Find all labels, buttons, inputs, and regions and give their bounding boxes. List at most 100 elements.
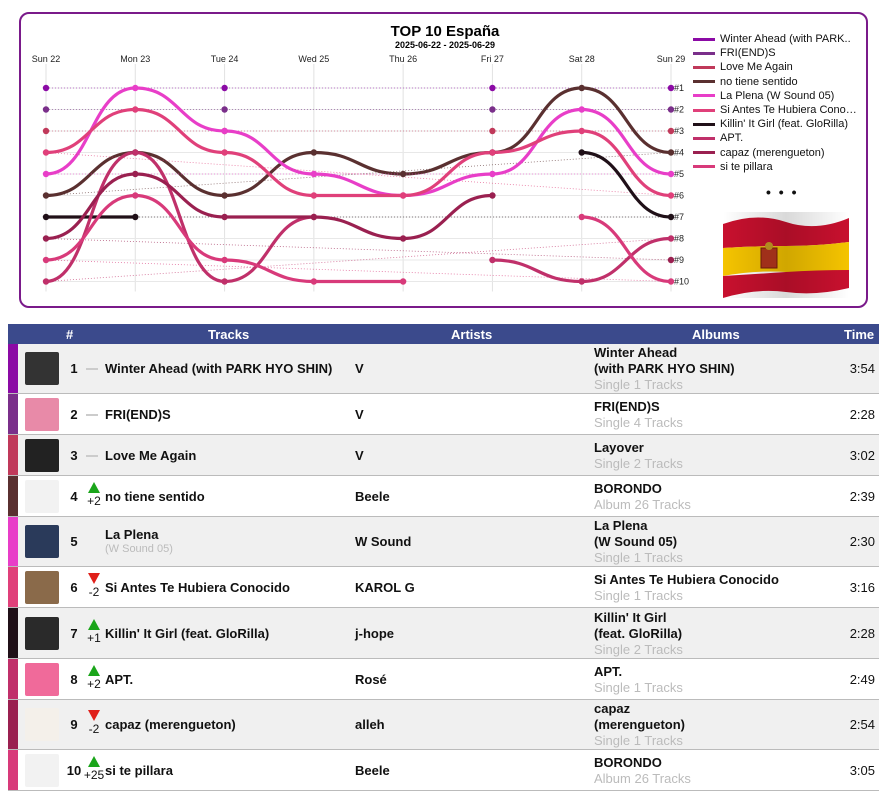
artist-name[interactable]: KAROL G	[355, 579, 415, 595]
album-info[interactable]: La Plena (W Sound 05) Single 1 Tracks	[594, 518, 683, 566]
album-info[interactable]: FRI(END)S Single 4 Tracks	[594, 399, 683, 431]
track-title[interactable]: FRI(END)S	[105, 406, 171, 422]
legend-item[interactable]: APT.	[693, 131, 863, 145]
row-color-stripe	[8, 659, 18, 699]
album-info[interactable]: Si Antes Te Hubiera Conocido Single 1 Tra…	[594, 572, 779, 604]
table-row[interactable]: 8 +2 APT. Rosé APT. Single 1 Tracks 2:49	[8, 659, 879, 700]
legend-item[interactable]: FRI(END)S	[693, 46, 863, 60]
legend-item[interactable]: si te pillara	[693, 160, 863, 174]
album-cover-image[interactable]	[25, 616, 59, 650]
rank-change-value: +1	[87, 630, 101, 645]
album-cover-image[interactable]	[25, 708, 59, 741]
artist-name[interactable]: alleh	[355, 717, 385, 732]
rank-number: 9	[70, 717, 78, 732]
no-change-dash	[86, 368, 98, 370]
table-row[interactable]: 5 La Plena (W Sound 05) W Sound La Plena (W S…	[8, 517, 879, 567]
track-title[interactable]: APT.	[105, 671, 134, 687]
header-artists[interactable]: Artists	[451, 327, 493, 342]
track-title[interactable]: Si Antes Te Hubiera Conocido	[105, 579, 290, 595]
artist-name[interactable]: V	[355, 406, 364, 422]
header-tracks[interactable]: Tracks	[208, 327, 250, 342]
track-title[interactable]: Killin' It Girl (feat. GloRilla)	[105, 625, 270, 641]
album-cover-image[interactable]	[25, 570, 59, 604]
legend-item[interactable]: Killin' It Girl (feat. GloRilla)	[693, 117, 863, 131]
chart-title: TOP 10 España	[391, 23, 500, 40]
series-point	[667, 192, 675, 199]
table-row[interactable]: 1 Winter Ahead (with PARK HYO SHIN) V Winte…	[8, 344, 879, 394]
series-line	[580, 150, 673, 219]
track-title[interactable]: Love Me Again	[105, 447, 197, 463]
album-cover-image[interactable]	[25, 753, 59, 787]
series-point	[42, 256, 50, 264]
album-info[interactable]: Winter Ahead (with PARK HYO SHIN) Single 1…	[594, 345, 735, 393]
series-connector	[45, 259, 672, 282]
up-arrow-icon	[88, 664, 100, 676]
rank-change: +2	[82, 664, 106, 691]
track-title[interactable]: La Plena (W Sound 05)	[105, 527, 173, 555]
legend-item[interactable]: La Plena (W Sound 05)	[693, 89, 863, 103]
tracks-table: # Tracks Artists Albums Time 1 Winter Ahe…	[8, 324, 879, 791]
table-row[interactable]: 7 +1 Killin' It Girl (feat. GloRilla) j-hop…	[8, 608, 879, 659]
table-row[interactable]: 4 +2 no tiene sentido Beele BORONDO Album 26 …	[8, 476, 879, 517]
table-row[interactable]: 10 +25 si te pillara Beele BORONDO Album 26 T…	[8, 750, 879, 791]
table-row[interactable]: 2 FRI(END)S V FRI(END)S Single 4 Tracks 2:28	[8, 394, 879, 435]
track-title[interactable]: capaz (merengueton)	[105, 717, 236, 732]
legend-label: no tiene sentido	[720, 75, 798, 88]
artist-name[interactable]: V	[355, 447, 364, 463]
no-change-dash	[86, 454, 98, 457]
album-title: capaz	[594, 701, 631, 716]
artist-name[interactable]: Beele	[355, 762, 390, 778]
track-duration: 2:30	[849, 534, 875, 549]
rank-change: +25	[82, 755, 106, 782]
rank-tick-label: #10	[674, 277, 689, 287]
rank-change-value: -2	[88, 584, 100, 599]
album-cover-image[interactable]	[25, 525, 59, 558]
album-cover-image[interactable]	[25, 662, 59, 696]
series-point	[578, 84, 585, 92]
legend-item[interactable]: Winter Ahead (with PARK..	[693, 32, 863, 46]
artist-name[interactable]: Rosé	[355, 671, 387, 687]
album-info[interactable]: BORONDO Album 26 Tracks	[594, 481, 691, 513]
artist-name[interactable]: V	[355, 361, 364, 376]
series-point	[399, 192, 407, 199]
header-albums[interactable]: Albums	[692, 327, 740, 342]
legend-item[interactable]: Si Antes Te Hubiera Conoci..	[693, 103, 863, 117]
album-cover-image[interactable]	[25, 397, 59, 431]
x-tick-label: Thu 26	[389, 54, 417, 64]
album-info[interactable]: Layover Single 2 Tracks	[594, 440, 683, 472]
album-info[interactable]: APT. Single 1 Tracks	[594, 664, 683, 696]
table-row[interactable]: 9 -2 capaz (merengueton) alleh capaz (merengu…	[8, 700, 879, 750]
header-time[interactable]: Time	[844, 327, 875, 342]
up-arrow-icon	[88, 481, 100, 493]
table-row[interactable]: 3 Love Me Again V Layover Single 2 Tracks 3:0…	[8, 435, 879, 476]
legend-swatch	[693, 80, 715, 84]
series-point	[132, 192, 139, 199]
album-title: BORONDO	[594, 754, 662, 770]
album-cover-image[interactable]	[25, 438, 59, 472]
track-title[interactable]: si te pillara	[105, 762, 173, 778]
album-cover-image[interactable]	[25, 479, 59, 513]
album-info[interactable]: BORONDO Album 26 Tracks	[594, 755, 691, 787]
track-duration: 3:16	[849, 579, 875, 595]
rank-number: 6	[70, 579, 78, 595]
series-point	[42, 278, 50, 285]
legend-item[interactable]: no tiene sentido	[693, 75, 863, 89]
track-title[interactable]: Winter Ahead (with PARK HYO SHIN)	[105, 361, 333, 376]
album-cover-image[interactable]	[25, 352, 59, 385]
spain-flag-image	[723, 212, 849, 298]
rank-number: 4	[70, 488, 78, 504]
album-info[interactable]: capaz (merengueton) Single 1 Tracks	[594, 701, 685, 749]
series-point	[221, 106, 228, 113]
artist-name[interactable]: Beele	[355, 488, 390, 504]
x-tick-label: Mon 23	[120, 54, 150, 64]
legend-swatch	[693, 108, 715, 112]
artist-name[interactable]: j-hope	[355, 625, 394, 641]
track-title[interactable]: no tiene sentido	[105, 488, 205, 504]
legend-label: capaz (merengueton)	[720, 146, 825, 159]
legend-item[interactable]: capaz (merengueton)	[693, 146, 863, 160]
album-info[interactable]: Killin' It Girl (feat. GloRilla) Single 2 …	[594, 610, 683, 658]
rank-change-value: -2	[88, 722, 100, 736]
legend-item[interactable]: Love Me Again	[693, 60, 863, 74]
table-row[interactable]: 6 -2 Si Antes Te Hubiera Conocido KAROL G Si…	[8, 567, 879, 608]
artist-name[interactable]: W Sound	[355, 534, 412, 549]
